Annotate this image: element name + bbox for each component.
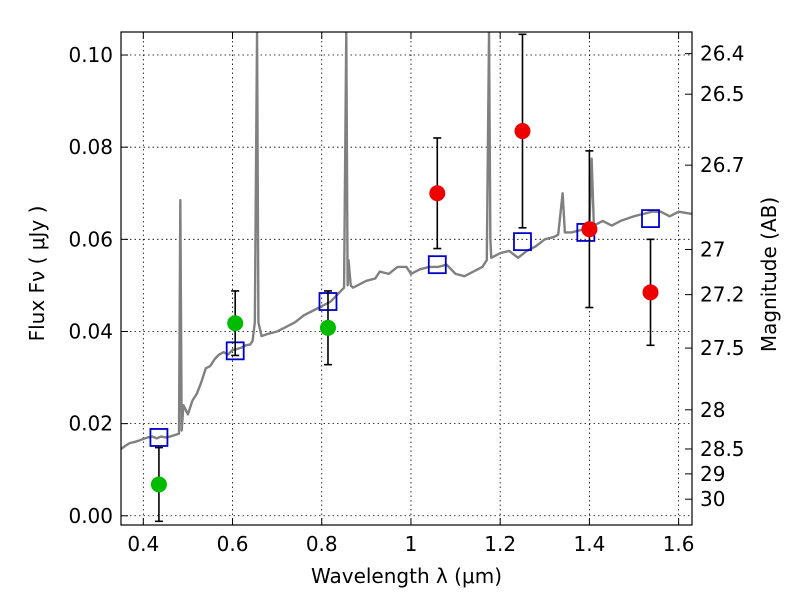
- model-photometry-square: [641, 209, 660, 229]
- series-layer: [121, 32, 692, 523]
- observed-nir-point: [642, 284, 659, 301]
- x-axis-label: Wavelength λ (μm): [311, 564, 502, 588]
- x-tick-label: 1.4: [573, 532, 605, 556]
- observed-optical-point: [150, 476, 167, 493]
- observed-optical-point: [227, 315, 244, 332]
- y2-tick-label: 28: [700, 398, 725, 422]
- x-tick-label: 1.6: [663, 532, 695, 556]
- y2-tick-label: 29: [700, 462, 725, 486]
- observed-nir-point: [514, 123, 531, 140]
- observed-nir-point: [429, 185, 446, 202]
- plot-frame: [120, 31, 693, 526]
- tick-layer: 0.4 0.6 0.8 1 1.2 1.4 1.6 0.00 0.02 0.04 0.06 0.08 0…: [68, 32, 745, 556]
- model-photometry-square: [427, 255, 447, 275]
- x-tick-label: 1.2: [484, 532, 516, 556]
- model-photometry-square: [149, 428, 169, 447]
- model-spectrum-line: [121, 32, 692, 450]
- y-tick-label: 0.04: [68, 319, 113, 343]
- y2-tick-label: 26.4: [700, 42, 745, 66]
- y-tick-label: 0.10: [68, 43, 113, 67]
- y2-tick-label: 27.5: [700, 336, 745, 360]
- y2-tick-label: 28.5: [700, 437, 745, 461]
- x-tick-label: 0.6: [217, 532, 249, 556]
- y2-tick-label: 27: [700, 237, 725, 261]
- observed-optical-point: [319, 319, 336, 336]
- y2-tick-label: 27.2: [700, 283, 745, 307]
- y2-tick-label: 26.5: [700, 82, 745, 106]
- y-axis-label: Flux Fν ( μJy ): [25, 206, 49, 342]
- y2-tick-label: 30: [700, 487, 725, 511]
- y-tick-label: 0.08: [68, 135, 113, 159]
- x-tick-label: 0.8: [306, 532, 338, 556]
- secondary-y-axis-label: Magnitude (AB): [757, 197, 781, 352]
- y-tick-label: 0.06: [68, 227, 113, 251]
- model-photometry-square: [513, 232, 532, 252]
- y-tick-label: 0.02: [68, 412, 113, 436]
- y2-tick-label: 26.7: [700, 153, 745, 177]
- y-tick-label: 0.00: [68, 504, 113, 528]
- grid-layer: [121, 32, 692, 525]
- observed-nir-point: [581, 221, 598, 238]
- x-tick-label: 0.4: [127, 532, 159, 556]
- x-tick-label: 1: [405, 532, 418, 556]
